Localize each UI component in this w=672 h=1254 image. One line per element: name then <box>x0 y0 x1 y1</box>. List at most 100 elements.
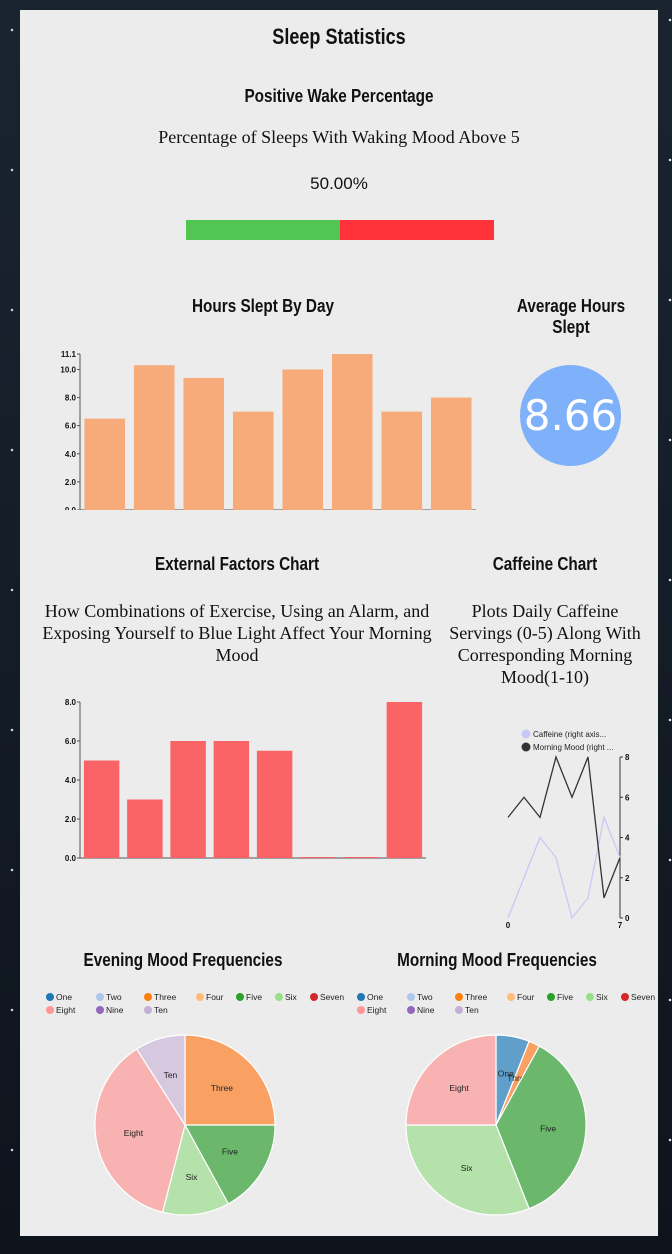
legend-item: Four <box>196 992 223 1002</box>
hours-bar-chart: 0.0 2.0 4.0 6.0 8.0 10.0 11.1 <box>60 350 476 510</box>
pie-slice <box>161 1123 230 1216</box>
legend-item: Six <box>586 992 608 1002</box>
wake-percent: 50.00% <box>310 174 368 193</box>
bar <box>282 369 324 510</box>
legend-label: Two <box>417 992 433 1002</box>
legend-label: Eight <box>367 1005 387 1015</box>
bar <box>232 411 274 510</box>
morning-title: Morning Mood Frequencies <box>397 950 597 970</box>
wake-progress-bar <box>186 220 494 240</box>
legend-label: Nine <box>106 1005 124 1015</box>
slice-label: Ten <box>164 1070 178 1080</box>
legend-marker <box>547 993 555 1001</box>
series-line <box>507 754 621 899</box>
legend-label: Six <box>285 992 297 1002</box>
slice-label: Five <box>540 1123 556 1133</box>
legend-marker <box>196 993 204 1001</box>
average-title: Average Hours Slept <box>516 296 626 337</box>
caffeine-subtitle-line-2: Servings (0-5) Along With <box>449 623 641 643</box>
y-tick-label: 0.0 <box>65 854 77 863</box>
slice-label: Three <box>507 1073 529 1083</box>
wake-subtitle: Percentage of Sleeps With Waking Mood Ab… <box>158 127 520 147</box>
legend-marker <box>96 1006 104 1014</box>
legend-marker <box>521 742 531 752</box>
legend-item: Eight <box>46 1005 75 1015</box>
bar <box>183 377 225 510</box>
legend-label: Four <box>206 992 224 1002</box>
legend-label: Two <box>106 992 122 1002</box>
legend-label: One <box>367 992 384 1002</box>
legend-marker <box>96 993 104 1001</box>
legend-label: Caffeine (right axis... <box>533 730 606 739</box>
y-tick-label: 6.0 <box>65 737 77 746</box>
y-tick-label: 4.0 <box>65 450 77 459</box>
external-bar-chart: 0.0 2.0 4.0 6.0 8.0 <box>65 698 426 863</box>
y-tick-label: 6 <box>625 793 630 802</box>
slice-label: Three <box>211 1083 233 1093</box>
legend-item: Three <box>144 992 176 1002</box>
slice-label: One <box>498 1069 514 1079</box>
y-tick-label: 4 <box>625 834 630 843</box>
legend-label: Three <box>465 992 488 1002</box>
legend-marker <box>407 1006 415 1014</box>
y-tick-label: 2.0 <box>65 815 77 824</box>
wake-title: Positive Wake Percentage <box>244 86 434 106</box>
legend-label: Eight <box>56 1005 76 1015</box>
caffeine-title: Caffeine Chart <box>492 554 598 574</box>
legend-marker <box>46 993 54 1001</box>
hours-title: Hours Slept By Day <box>191 296 334 316</box>
bar <box>133 365 175 510</box>
y-tick-label: 8.0 <box>65 394 77 403</box>
legend-marker <box>586 993 594 1001</box>
legend-label: Seven <box>320 992 345 1002</box>
slice-label: Eight <box>449 1083 469 1093</box>
legend-item: Five <box>547 992 573 1002</box>
bar <box>386 702 423 858</box>
pie-slice <box>135 1034 186 1128</box>
external-title: External Factors Chart <box>154 554 320 574</box>
legend-item: Three <box>455 992 487 1002</box>
bar <box>300 857 336 858</box>
legend-label: Nine <box>417 1005 435 1015</box>
legend-item: Nine <box>407 1005 434 1015</box>
legend-item: Two <box>407 992 433 1002</box>
bar <box>213 741 250 858</box>
legend-marker <box>407 993 415 1001</box>
pie-slice <box>405 1034 497 1126</box>
legend-marker <box>455 993 463 1001</box>
legend-item: One <box>357 992 383 1002</box>
legend-label: Five <box>246 992 263 1002</box>
legend-item: One <box>46 992 72 1002</box>
legend-item: Two <box>96 992 122 1002</box>
average-value: 8.66 <box>523 391 618 440</box>
legend-label: Ten <box>154 1005 168 1015</box>
y-tick-label: 11.1 <box>61 350 77 359</box>
legend-marker <box>357 993 365 1001</box>
bar <box>381 411 423 510</box>
evening-title: Evening Mood Frequencies <box>83 950 283 970</box>
x-tick-label: 7 <box>618 921 623 930</box>
evening-legend: One Two Three Four Five Six Seven Eight Nine Ten <box>46 992 344 1022</box>
average-circle: 8.66 <box>520 365 621 466</box>
y-tick-label: 2.0 <box>65 478 77 487</box>
legend-marker <box>310 993 318 1001</box>
bar <box>256 750 293 858</box>
legend-item: Seven <box>621 992 655 1002</box>
y-tick-label: 10.0 <box>60 365 76 374</box>
legend-label: Five <box>557 992 574 1002</box>
legend-label: One <box>56 992 73 1002</box>
y-tick-label: 8 <box>625 753 630 762</box>
legend-item: Eight <box>357 1005 386 1015</box>
pie-slice <box>183 1124 276 1205</box>
series-line <box>507 815 621 920</box>
bar <box>331 354 373 510</box>
legend-item: Six <box>275 992 297 1002</box>
pie-slice <box>405 1124 530 1216</box>
legend-label: Ten <box>465 1005 479 1015</box>
caffeine-subtitle-line-1: Plots Daily Caffeine <box>471 601 619 621</box>
slice-label: Eight <box>124 1128 144 1138</box>
caffeine-subtitle: Plots Daily Caffeine Servings (0-5) Alon… <box>440 600 650 688</box>
bar <box>343 857 379 858</box>
legend-marker <box>507 993 515 1001</box>
